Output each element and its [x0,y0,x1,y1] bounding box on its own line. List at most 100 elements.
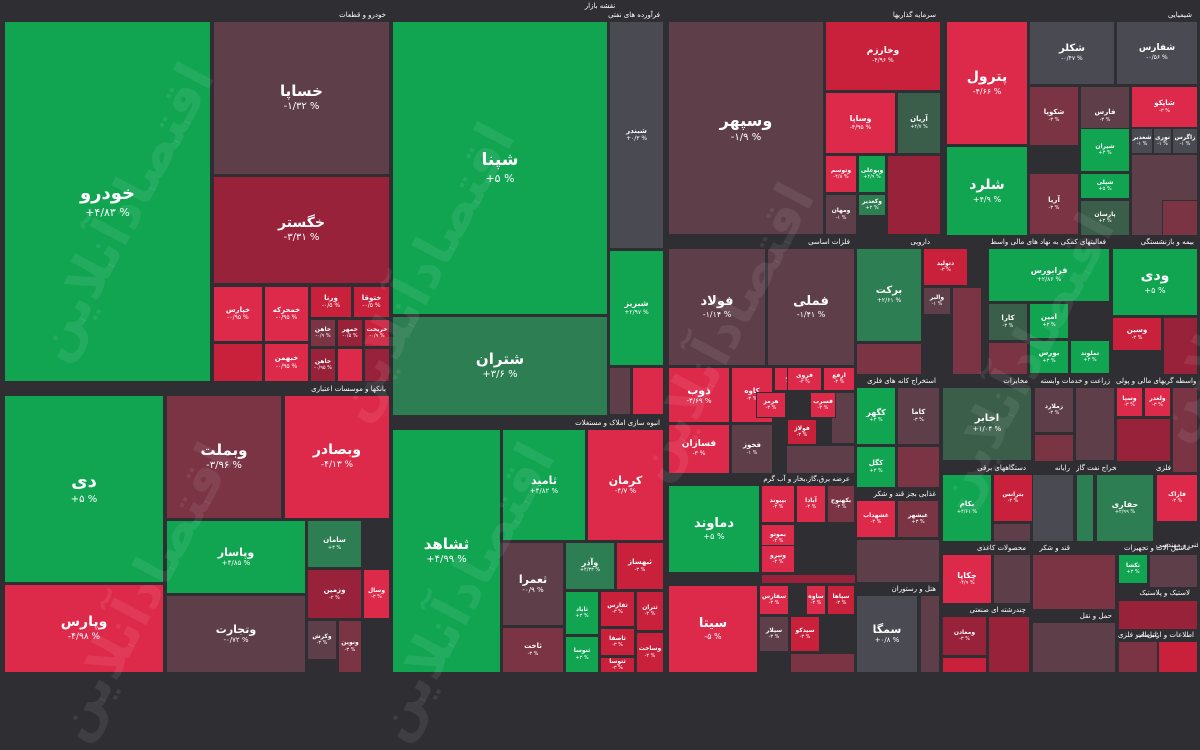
stock-tile-small[interactable] [993,523,1031,542]
stock-tile-small[interactable] [988,616,1030,673]
stock-tile-small[interactable] [856,343,922,375]
stock-tile[interactable]: ثشاهد +۴/۹۹ % [392,429,501,673]
stock-tile-small[interactable] [887,155,941,235]
stock-tile-small[interactable] [632,367,664,415]
stock-tile[interactable]: ثاصفا -۳ % [600,628,635,656]
stock-tile-small[interactable] [942,657,987,673]
stock-tile[interactable]: امین +۳ % [1029,303,1069,339]
stock-tile[interactable]: حفاری +۲/۹۹ % [1096,474,1154,542]
stock-tile[interactable]: بکام +۴/۶۱ % [942,474,992,542]
stock-tile[interactable]: پترول -۴/۶۶ % [946,21,1028,145]
stock-tile[interactable]: کگهر +۳ % [856,387,896,445]
stock-tile-small[interactable] [897,446,940,488]
stock-tile[interactable]: وبصادر -۴/۱۳ % [284,395,390,519]
stock-tile[interactable]: سیتا -۵ % [668,585,758,673]
stock-tile[interactable]: شکوپا -۳ % [1029,86,1079,146]
stock-tile[interactable]: سیدکو -۳ % [790,616,820,652]
stock-tile[interactable]: وکغدیر +۲ % [858,194,886,216]
stock-tile[interactable]: ونوین -۳ % [338,620,362,673]
stock-tile[interactable]: ومهان -۱ % [825,194,857,235]
stock-tile[interactable]: فملی -۱/۴۱ % [767,248,855,366]
stock-tile[interactable]: غشهداب -۳ % [856,500,896,538]
stock-tile-small[interactable] [337,348,363,382]
stock-tile[interactable]: سمگا +۰/۸ % [856,595,918,673]
stock-tile[interactable]: سامان +۳ % [307,520,362,568]
stock-tile[interactable]: ولغدر -۳ % [1144,387,1171,417]
stock-tile-small[interactable] [761,574,856,584]
stock-tile-small[interactable] [1149,554,1198,588]
stock-tile[interactable]: وکرش -۳ % [307,620,337,660]
stock-tile[interactable]: خبهمن -۰/۹۵ % [264,343,309,382]
stock-tile-small[interactable] [988,342,1028,375]
stock-tile-small[interactable] [790,653,855,673]
stock-tile[interactable]: وسال -۳ % [363,569,390,619]
stock-tile[interactable]: سپاها -۳ % [827,585,855,615]
stock-tile-small[interactable] [1116,418,1171,462]
stock-tile[interactable]: آریا -۳ % [1029,173,1079,235]
stock-tile[interactable]: وبملت -۳/۹۶ % [166,395,282,519]
stock-tile[interactable]: خمحرکه -۰/۹۵ % [264,286,309,342]
stock-tile-small[interactable] [1163,317,1198,375]
stock-tile[interactable]: وسین -۳ % [1112,317,1162,351]
stock-tile[interactable]: شیران +۳ % [1080,128,1130,172]
stock-tile[interactable]: دتولید -۳ % [923,248,968,286]
stock-tile[interactable]: شغدیر -۱ % [1131,128,1153,154]
stock-tile-small[interactable] [1158,641,1198,673]
stock-tile-small[interactable] [364,348,390,382]
stock-tile-small[interactable] [993,554,1031,604]
stock-tile[interactable]: وخارزم -۴/۹۶ % [825,21,941,91]
stock-tile[interactable]: دماوند +۵ % [668,485,760,573]
stock-tile[interactable]: فسرب -۳ % [810,392,836,418]
stock-tile[interactable]: دی +۵ % [4,395,164,583]
stock-tile[interactable]: ورنا -۰/۵ % [310,286,352,318]
stock-tile[interactable]: وتجارت -۰/۷۲ % [166,595,306,673]
stock-tile[interactable]: برکت +۲/۶۱ % [856,248,922,342]
stock-tile[interactable]: وبوعلی +۴/۹ % [858,155,886,193]
stock-tile[interactable]: شبریز +۲/۹۷ % [609,250,664,366]
stock-tile[interactable]: ثتوسا -۳ % [600,657,635,673]
stock-tile-small[interactable] [1032,622,1116,673]
stock-tile[interactable]: تکشا +۳ % [1118,554,1148,584]
stock-tile[interactable]: وسپا -۳ % [1116,387,1143,417]
stock-tile-small[interactable] [831,392,855,444]
stock-tile[interactable]: فسازان -۳ % [668,424,730,474]
stock-tile[interactable]: وسپهر -۱/۹ % [668,21,824,235]
stock-tile[interactable]: خمهر -۰/۵ % [337,319,363,347]
stock-tile[interactable]: شبندر +۰/۳ % [609,21,664,249]
stock-tile[interactable]: ثفارس -۳ % [600,591,635,627]
stock-tile-small[interactable] [1032,474,1074,542]
stock-tile[interactable]: غبشهر +۳ % [897,500,939,538]
stock-tile[interactable]: سفارس -۳ % [759,585,789,615]
stock-tile[interactable]: شکلر -۰/۴۷ % [1029,21,1115,85]
stock-tile[interactable]: خودرو +۴/۸۳ % [4,21,211,382]
stock-tile[interactable]: وپاسار +۴/۸۵ % [166,520,306,594]
stock-tile-small[interactable] [786,445,855,474]
stock-tile-small[interactable] [1032,554,1116,610]
stock-tile-small[interactable] [856,539,940,583]
stock-tile[interactable]: فروی -۳ % [787,367,822,391]
stock-tile[interactable]: ثنوسا +۳ % [565,636,599,673]
stock-tile[interactable]: ودی +۵ % [1112,248,1198,316]
stock-tile[interactable]: ساوه -۳ % [806,585,826,615]
stock-tile[interactable]: شپلی +۵ % [1080,173,1130,199]
stock-tile[interactable]: وتوسم -۴/۸ % [825,155,857,193]
stock-tile[interactable]: کرمان -۴/۷ % [587,429,664,541]
stock-tile[interactable]: بپیوند -۳ % [761,485,795,523]
stock-tile[interactable]: آبادا -۳ % [796,485,826,523]
stock-tile[interactable]: شتران +۳/۶ % [392,316,608,416]
stock-tile[interactable]: شپنا +۵ % [392,21,608,315]
stock-tile[interactable]: زاگرس -۱ % [1172,128,1198,154]
stock-tile[interactable]: فرابورس +۲/۸۶ % [988,248,1110,302]
stock-tile[interactable]: سیلار -۳ % [759,616,789,652]
stock-tile[interactable]: زملارد -۳ % [1034,387,1074,433]
stock-tile[interactable]: فاراک -۳ % [1156,474,1198,522]
stock-tile[interactable]: شفارس -۰/۵۶ % [1116,21,1198,85]
stock-tile[interactable]: نوری -۱ % [1153,128,1172,154]
stock-tile-small[interactable] [1034,434,1074,462]
stock-tile[interactable]: وزمین -۲ % [307,569,362,619]
stock-tile[interactable]: ثاباد +۳ % [565,591,599,635]
stock-tile-small[interactable] [920,595,940,673]
stock-tile[interactable]: وپارس -۴/۹۸ % [4,584,164,673]
stock-tile[interactable]: خگستر -۳/۳۱ % [213,176,390,284]
stock-tile[interactable]: اخابر +۱/۰۴ % [942,387,1032,461]
